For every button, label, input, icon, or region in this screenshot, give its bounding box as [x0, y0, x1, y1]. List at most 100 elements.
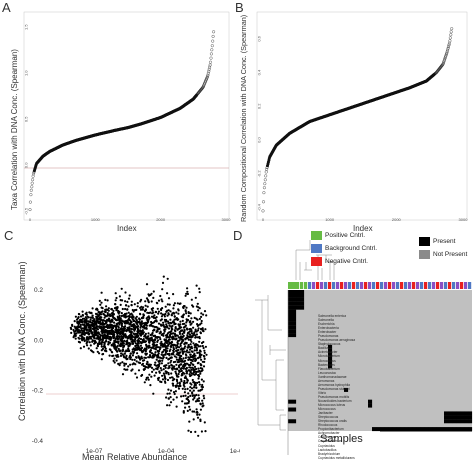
panel-c-point: [129, 336, 132, 339]
panel-c-point: [125, 315, 128, 318]
panel-c-point: [82, 327, 85, 330]
panel-c-point: [120, 287, 123, 290]
panel-c-point: [116, 350, 119, 353]
panel-c-point: [154, 361, 157, 364]
panel-c-point: [128, 344, 131, 347]
panel-c-point: [204, 430, 207, 433]
panel-c-point: [181, 322, 185, 326]
panel-c-point: [79, 334, 82, 337]
panel-c-point: [190, 330, 193, 333]
panel-c-point: [200, 322, 203, 325]
panel-c-point: [95, 325, 98, 328]
panel-c-point: [79, 347, 82, 350]
panel-c-point: [185, 337, 188, 340]
panel-c-point: [168, 349, 171, 353]
panel-c-point: [150, 322, 153, 325]
panel-c-point: [150, 336, 153, 339]
panel-c-point: [178, 382, 181, 385]
panel-c-point: [199, 331, 202, 334]
panel-c-point: [87, 320, 90, 323]
panel-c-point: [198, 291, 201, 294]
panel-c-point: [194, 336, 197, 339]
panel-b-point: [444, 53, 448, 56]
panel-c-point: [95, 337, 98, 340]
panel-a-xlabel: Index: [117, 224, 137, 233]
panel-c-point: [100, 342, 103, 345]
panel-c-point: [162, 354, 165, 358]
panel-c-point: [139, 341, 142, 344]
panel-c-point: [189, 353, 192, 356]
panel-c-point: [149, 384, 152, 387]
panel-c-point: [172, 366, 175, 369]
panel-c-point: [184, 310, 187, 313]
panel-c-point: [159, 294, 162, 298]
panel-c-point: [144, 350, 147, 353]
panel-c-point: [77, 320, 81, 323]
taxon-label: Bacillus: [318, 346, 329, 351]
panel-c-point: [127, 349, 130, 352]
panel-c-point: [186, 290, 189, 293]
panel-c-point: [82, 338, 85, 341]
panel-c-point: [145, 348, 148, 351]
panel-c-point: [182, 305, 185, 308]
panel-c-point: [96, 328, 99, 331]
panel-c-point: [149, 351, 152, 354]
panel-b-ytick: 0.6: [257, 35, 262, 41]
panel-c-point: [176, 382, 179, 385]
panel-c-point: [179, 351, 182, 354]
panel-c-point: [186, 379, 189, 382]
panel-a-ytick: 1.0: [24, 70, 29, 76]
panel-c-point: [185, 312, 188, 315]
panel-c-point: [89, 344, 92, 347]
panel-c-point: [116, 333, 119, 336]
panel-b-ytick: -0.4: [257, 203, 262, 211]
panel-c-point: [197, 361, 200, 364]
panel-c-point: [185, 381, 189, 384]
panel-c-point: [81, 310, 84, 313]
panel-c-point: [177, 327, 180, 330]
panel-c-point: [178, 325, 181, 328]
panel-c-point: [136, 302, 139, 305]
panel-c-point: [170, 330, 173, 333]
panel-c-point: [131, 340, 134, 344]
panel-c-point: [169, 361, 172, 364]
panel-c-point: [198, 383, 201, 386]
panel-c-point: [188, 356, 191, 359]
panel-c-point: [147, 366, 150, 369]
panel-c-point: [81, 314, 84, 317]
panel-c-point: [80, 320, 83, 323]
panel-c-point: [186, 335, 189, 338]
panel-c-point: [185, 354, 188, 357]
panel-c-point: [193, 368, 196, 371]
panel-c-point: [169, 318, 172, 321]
panel-c-point: [74, 337, 77, 340]
panel-b-point: [444, 54, 448, 58]
panel-c-point: [174, 370, 177, 373]
panel-c-point: [203, 349, 206, 352]
samples-label: Samples: [320, 433, 363, 445]
panel-a-point: [206, 75, 209, 79]
panel-c-point: [103, 345, 106, 348]
panel-c-point: [77, 340, 80, 343]
panel-c-ytick: 0.2: [34, 287, 43, 294]
panel-c-point: [181, 400, 184, 403]
panel-c-point: [184, 375, 187, 378]
panel-c-point: [147, 345, 150, 348]
panel-a-ytick: 0.0: [24, 162, 29, 168]
panel-c-point: [88, 324, 91, 327]
panel-c-point: [187, 312, 191, 315]
panel-c-point: [149, 363, 152, 366]
panel-c-point: [202, 394, 205, 397]
panel-c-point: [172, 398, 175, 401]
panel-c-point: [100, 301, 103, 304]
panel-c-point: [193, 316, 196, 319]
panel-c-point: [103, 337, 107, 340]
panel-c-point: [188, 369, 191, 372]
legend-background-control: Background Cntrl.: [311, 244, 377, 253]
panel-c-point: [100, 291, 103, 294]
taxon-label: Lactobacillus: [318, 447, 337, 452]
panel-c-point: [160, 333, 163, 336]
panel-c-point: [117, 362, 120, 365]
panel-c-point: [177, 308, 180, 311]
panel-c-point: [175, 372, 178, 375]
